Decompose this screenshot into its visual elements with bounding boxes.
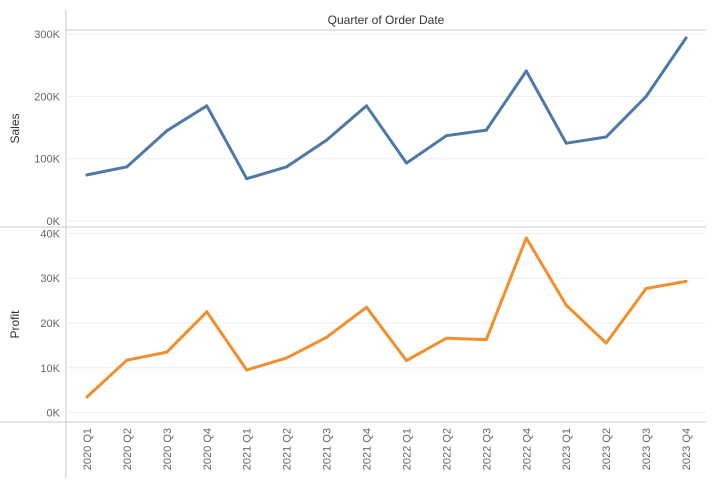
x-tick-label: 2021 Q3 bbox=[322, 428, 334, 470]
data-point bbox=[564, 141, 568, 145]
x-tick-label: 2021 Q1 bbox=[242, 428, 254, 470]
series-line-profit bbox=[85, 236, 688, 399]
y-tick-label: 30K bbox=[40, 273, 60, 285]
x-tick-label: 2022 Q2 bbox=[441, 428, 453, 470]
x-tick-label: 2023 Q4 bbox=[681, 428, 693, 470]
data-point bbox=[365, 104, 369, 108]
data-point bbox=[484, 338, 488, 342]
data-point bbox=[524, 69, 528, 73]
data-point bbox=[205, 104, 209, 108]
y-tick-label: 40K bbox=[40, 228, 60, 240]
sales-pane: 0K 100K 200K 300K Sales bbox=[8, 29, 706, 228]
data-point bbox=[564, 303, 568, 307]
series-line-sales bbox=[85, 36, 688, 181]
data-point bbox=[245, 177, 249, 181]
y-tick-label: 200K bbox=[34, 91, 60, 103]
data-point bbox=[684, 279, 688, 283]
data-point bbox=[524, 236, 528, 240]
y-tick-label: 100K bbox=[34, 154, 60, 166]
data-point bbox=[404, 359, 408, 363]
x-tick-label: 2023 Q3 bbox=[641, 428, 653, 470]
x-axis-quarters: 2020 Q1 2020 Q2 2020 Q3 2020 Q4 2021 Q1 2021 … bbox=[82, 428, 693, 470]
x-tick-label: 2020 Q3 bbox=[162, 428, 174, 470]
data-point bbox=[365, 305, 369, 309]
data-point bbox=[205, 310, 209, 314]
x-tick-label: 2022 Q1 bbox=[401, 428, 413, 470]
data-point bbox=[404, 161, 408, 165]
data-point bbox=[125, 358, 129, 362]
data-point bbox=[165, 350, 169, 354]
data-point bbox=[604, 341, 608, 345]
data-point bbox=[245, 368, 249, 372]
y-axis-title: Sales bbox=[8, 113, 22, 143]
data-point bbox=[644, 94, 648, 98]
data-point bbox=[285, 165, 289, 169]
x-tick-label: 2023 Q1 bbox=[561, 428, 573, 470]
x-tick-label: 2022 Q4 bbox=[521, 428, 533, 470]
data-point bbox=[684, 36, 688, 40]
y-tick-label: 300K bbox=[34, 29, 60, 41]
data-point bbox=[644, 287, 648, 291]
y-axis-title: Profit bbox=[8, 310, 22, 339]
profit-pane: 0K 10K 20K 30K 40K Profit bbox=[8, 228, 706, 420]
x-tick-label: 2020 Q1 bbox=[82, 428, 94, 470]
data-point bbox=[285, 356, 289, 360]
x-tick-label: 2022 Q3 bbox=[481, 428, 493, 470]
data-point bbox=[484, 128, 488, 132]
x-tick-label: 2020 Q2 bbox=[122, 428, 134, 470]
data-point bbox=[85, 395, 89, 399]
data-point bbox=[325, 335, 329, 339]
data-point bbox=[85, 173, 89, 177]
column-header-title: Quarter of Order Date bbox=[328, 13, 445, 27]
data-point bbox=[325, 138, 329, 142]
y-tick-label: 0K bbox=[47, 408, 61, 420]
data-point bbox=[165, 129, 169, 133]
data-point bbox=[604, 135, 608, 139]
y-tick-label: 20K bbox=[40, 318, 60, 330]
data-point bbox=[444, 336, 448, 340]
x-tick-label: 2020 Q4 bbox=[202, 428, 214, 470]
x-tick-label: 2021 Q2 bbox=[282, 428, 294, 470]
x-tick-label: 2021 Q4 bbox=[362, 428, 374, 470]
data-point bbox=[125, 165, 129, 169]
y-tick-label: 0K bbox=[47, 216, 61, 228]
y-tick-label: 10K bbox=[40, 363, 60, 375]
data-point bbox=[444, 134, 448, 138]
x-tick-label: 2023 Q2 bbox=[601, 428, 613, 470]
chart-frame bbox=[0, 10, 706, 478]
